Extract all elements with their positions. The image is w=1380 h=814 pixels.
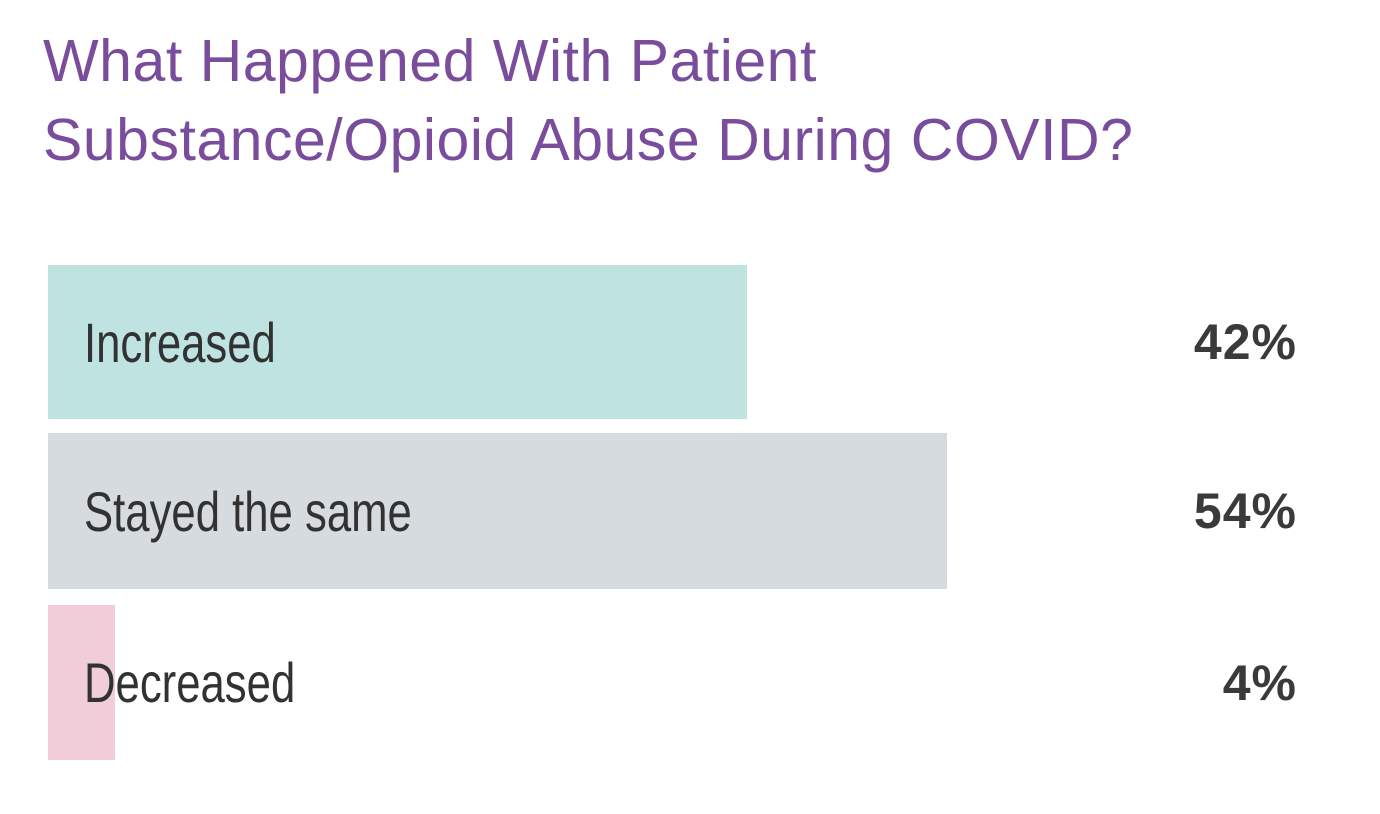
bar-row-stayed-the-same: Stayed the same 54% (48, 433, 1380, 589)
bar-increased: Increased (48, 265, 747, 419)
bar-stayed-the-same: Stayed the same (48, 433, 947, 589)
bar-decreased: Decreased (48, 605, 295, 760)
title-line-1: What Happened With Patient (43, 28, 817, 94)
title-line-2: Substance/Opioid Abuse During COVID? (43, 107, 1134, 173)
bar-row-decreased: Decreased 4% (48, 605, 1380, 760)
bar-label-decreased: Decreased (84, 651, 296, 714)
bar-value-increased: 42% (1193, 314, 1297, 370)
bar-chart: Increased 42% Stayed the same 54% Decrea… (48, 265, 1380, 760)
page-title: What Happened With Patient Substance/Opi… (43, 22, 1133, 180)
bar-value-decreased: 4% (1222, 654, 1297, 711)
bar-label-increased: Increased (84, 310, 276, 374)
bar-value-stayed-the-same: 54% (1193, 483, 1297, 539)
bar-label-stayed-the-same: Stayed the same (84, 479, 412, 543)
bar-row-increased: Increased 42% (48, 265, 1380, 419)
